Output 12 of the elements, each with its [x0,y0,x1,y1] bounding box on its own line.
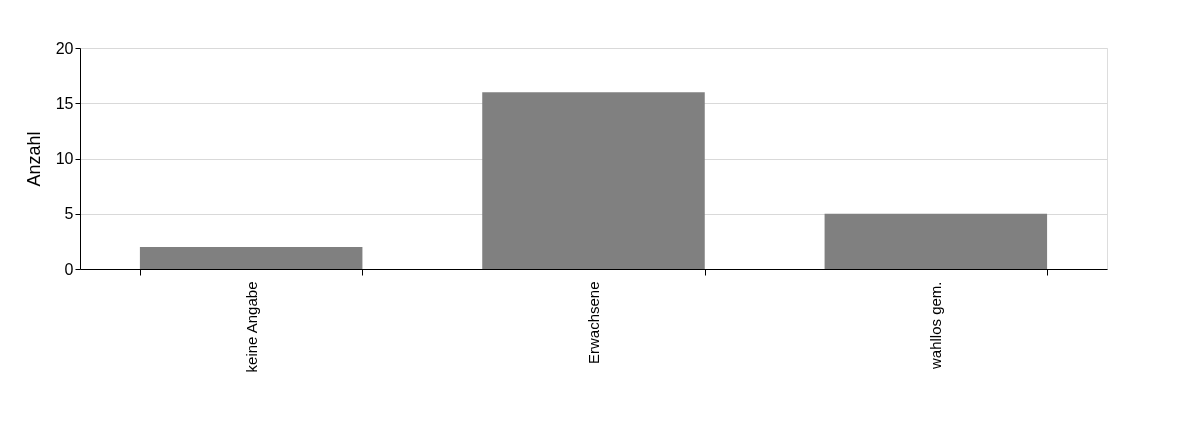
y-tick-label: 10 [55,150,74,167]
y-tick-label: 0 [64,260,74,278]
x-tick-label: keine Angabe [242,281,260,373]
y-tick-label: 20 [55,39,74,57]
bar [482,92,705,269]
x-tick-label: Erwachsene [585,281,602,365]
bar [824,213,1048,269]
bar [139,246,363,269]
x-tick-label: wahllos gem. [927,281,945,371]
y-tick-label: 5 [64,205,74,223]
y-axis-title: Anzahl [23,131,44,187]
y-tick-label: 15 [55,94,74,112]
